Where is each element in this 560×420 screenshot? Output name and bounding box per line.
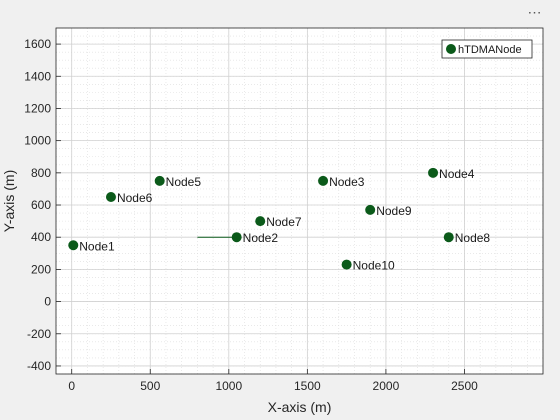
legend: hTDMANode: [441, 39, 533, 59]
data-point: [443, 232, 454, 243]
y-tick-label: 1600: [24, 37, 51, 51]
data-point: [428, 167, 439, 178]
data-point-label: Node6: [117, 191, 153, 205]
legend-entry: hTDMANode: [458, 44, 522, 56]
data-point-label: Node10: [353, 259, 395, 273]
x-axis-label: X-axis (m): [268, 399, 332, 415]
data-point-label: Node5: [166, 175, 202, 189]
y-tick-label: 1400: [24, 69, 51, 83]
y-tick-label: 200: [31, 262, 51, 276]
y-tick-label: 800: [31, 166, 51, 180]
x-tick-label: 0: [68, 379, 75, 393]
data-point-label: Node3: [329, 175, 365, 189]
y-tick-label: 0: [44, 295, 51, 309]
data-point: [255, 216, 266, 227]
y-tick-label: -200: [27, 327, 51, 341]
data-point: [231, 232, 242, 243]
data-points: Node1 Node2 Node3 Node4 Node5 Node6 Node7 Node8…: [68, 167, 490, 273]
legend-marker: [446, 44, 456, 54]
y-axis-ticks: -400 -200 0 200 400 600 800 1000 1200 1400 1600: [24, 37, 61, 373]
x-tick-label: 1000: [215, 379, 242, 393]
data-point: [105, 191, 116, 202]
plot-border: [55, 27, 544, 375]
x-tick-label: 2000: [373, 379, 400, 393]
data-point: [154, 175, 165, 186]
y-tick-label: -400: [27, 359, 51, 373]
x-tick-label: 1500: [294, 379, 321, 393]
data-point-label: Node8: [455, 231, 491, 245]
x-tick-label: 500: [140, 379, 160, 393]
axes-menu-button[interactable]: ⋯: [524, 4, 546, 20]
data-point-label: Node1: [79, 239, 115, 253]
data-point-label: Node9: [376, 204, 412, 218]
legend-box: [441, 39, 533, 59]
data-point: [365, 204, 376, 215]
y-tick-label: 400: [31, 230, 51, 244]
data-point: [68, 240, 79, 251]
ellipsis-icon: ⋯: [527, 3, 543, 20]
data-point-label: Node7: [266, 215, 302, 229]
data-point: [341, 259, 352, 270]
y-tick-label: 1000: [24, 134, 51, 148]
plot-area: [56, 28, 543, 374]
y-tick-label: 1200: [24, 101, 51, 115]
data-point: [318, 175, 329, 186]
y-axis-label: Y-axis (m): [1, 170, 17, 233]
data-point-label: Node2: [243, 231, 279, 245]
major-grid: [56, 28, 543, 374]
x-axis-ticks: 0 500 1000 1500 2000 2500: [68, 369, 478, 393]
x-tick-label: 2500: [451, 379, 478, 393]
y-tick-label: 600: [31, 198, 51, 212]
data-point-label: Node4: [439, 167, 475, 181]
